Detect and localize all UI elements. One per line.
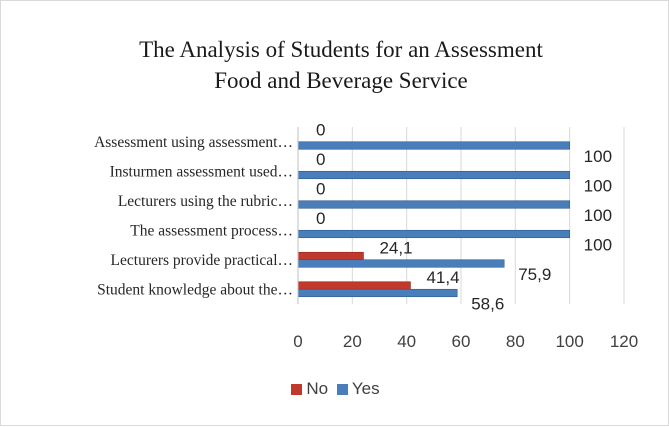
data-label-yes-4: 75,9 — [518, 265, 551, 284]
bar-no-5 — [298, 282, 410, 290]
x-tick-label-4: 80 — [506, 332, 525, 351]
data-label-no-4: 24,1 — [379, 238, 412, 257]
legend-swatch-yes — [337, 384, 348, 395]
legend-item-yes: Yes — [337, 379, 380, 399]
legend-label-yes: Yes — [352, 379, 380, 399]
category-label-3: The assessment process… — [130, 222, 293, 239]
legend-item-no: No — [291, 379, 328, 399]
data-label-yes-3: 100 — [584, 235, 612, 254]
chart-legend: No Yes — [1, 379, 669, 400]
category-label-4: Lecturers provide practical… — [111, 252, 293, 269]
legend-swatch-no — [291, 384, 302, 395]
data-label-no-0: 0 — [316, 120, 325, 139]
data-label-yes-5: 58,6 — [471, 294, 504, 313]
data-label-no-1: 0 — [316, 150, 325, 169]
data-label-no-2: 0 — [316, 179, 325, 198]
category-label-0: Assessment using assessment… — [94, 134, 293, 151]
x-tick-label-3: 60 — [452, 332, 471, 351]
bar-yes-3 — [298, 230, 570, 238]
data-label-no-3: 0 — [316, 209, 325, 228]
bar-yes-4 — [298, 260, 504, 268]
bar-yes-1 — [298, 171, 570, 179]
bar-no-4 — [298, 252, 363, 260]
category-label-5: Student knowledge about the… — [97, 281, 293, 298]
x-tick-label-5: 100 — [555, 332, 583, 351]
category-label-1: Insturmen assessment used… — [110, 163, 293, 180]
x-tick-label-1: 20 — [343, 332, 362, 351]
data-label-no-5: 41,4 — [426, 268, 459, 287]
x-tick-label-0: 0 — [293, 332, 302, 351]
data-label-yes-2: 100 — [584, 206, 612, 225]
bar-yes-2 — [298, 201, 570, 209]
x-tick-label-6: 120 — [610, 332, 638, 351]
bar-yes-5 — [298, 289, 457, 297]
category-label-2: Lecturers using the rubric… — [118, 193, 293, 210]
x-tick-label-2: 40 — [397, 332, 416, 351]
bar-yes-0 — [298, 142, 570, 150]
data-label-yes-0: 100 — [584, 147, 612, 166]
data-label-yes-1: 100 — [584, 176, 612, 195]
legend-label-no: No — [306, 379, 328, 399]
